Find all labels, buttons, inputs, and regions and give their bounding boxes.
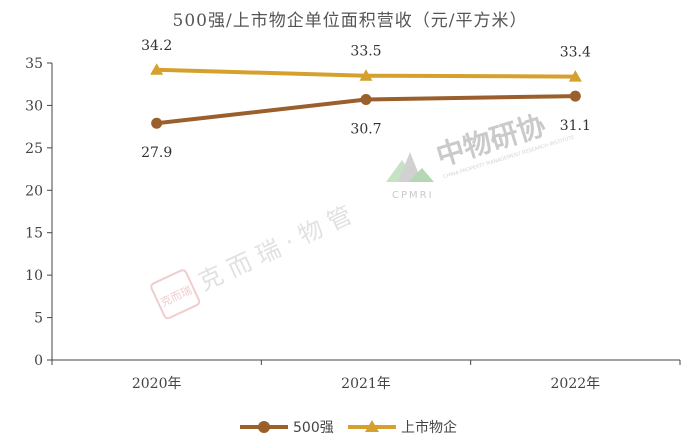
data-label-1-1: 27.9	[141, 145, 172, 161]
x-tick-label: 2020年	[132, 376, 182, 392]
point-1-2	[360, 93, 372, 105]
cpmri-abbr-text: CPMRI	[392, 190, 434, 201]
y-tick-label: 25	[25, 141, 43, 157]
cpmri-watermark: CPMRI 中物研协 CHINA PROPERTY MANAGEMENT RES…	[386, 108, 575, 201]
y-tick-label: 10	[25, 268, 43, 284]
y-tick-label: 15	[25, 226, 43, 242]
series-layer	[150, 63, 582, 129]
y-tick-label: 30	[25, 98, 43, 114]
y-tick-label: 20	[25, 183, 43, 199]
data-label-2-3: 33.4	[560, 45, 591, 61]
data-label-2-1: 34.2	[141, 38, 172, 54]
point-1-3	[569, 90, 581, 102]
data-labels: 27.9 30.7 31.1 34.2 33.5 33.4	[141, 38, 591, 161]
cpmri-logo-icon	[386, 152, 434, 182]
legend-label-2: 上市物企	[401, 419, 457, 436]
point-2-1	[150, 63, 164, 75]
y-tick-label: 0	[34, 353, 43, 369]
legend-marker-2	[365, 420, 379, 432]
x-tick-label: 2021年	[341, 376, 391, 392]
legend-marker-1	[258, 421, 270, 433]
seal-stamp-text: 克而瑞	[158, 283, 194, 310]
x-tick-label: 2022年	[551, 376, 601, 392]
seal-stamp-icon	[150, 269, 201, 320]
y-tick-label: 5	[34, 311, 43, 327]
y-tick-label: 35	[25, 56, 43, 72]
legend: 500强 上市物企	[240, 419, 457, 436]
data-label-1-3: 31.1	[560, 118, 591, 134]
data-label-1-2: 30.7	[350, 121, 381, 137]
legend-label-1: 500强	[293, 420, 334, 436]
point-1-1	[151, 117, 163, 129]
chart-title: 500强/上市物企单位面积营收（元/平方米）	[173, 11, 528, 31]
point-2-3	[568, 70, 582, 82]
axes: 0 5 10 15 20 25 30 35 2020年 2021年 2022年	[25, 56, 681, 392]
kerui-watermark: 克而瑞 克 而 瑞 · 物 管	[150, 201, 356, 320]
point-2-2	[359, 69, 373, 81]
kerui-brand-text: 克 而 瑞 · 物 管	[194, 201, 356, 296]
data-label-2-2: 33.5	[350, 44, 381, 60]
